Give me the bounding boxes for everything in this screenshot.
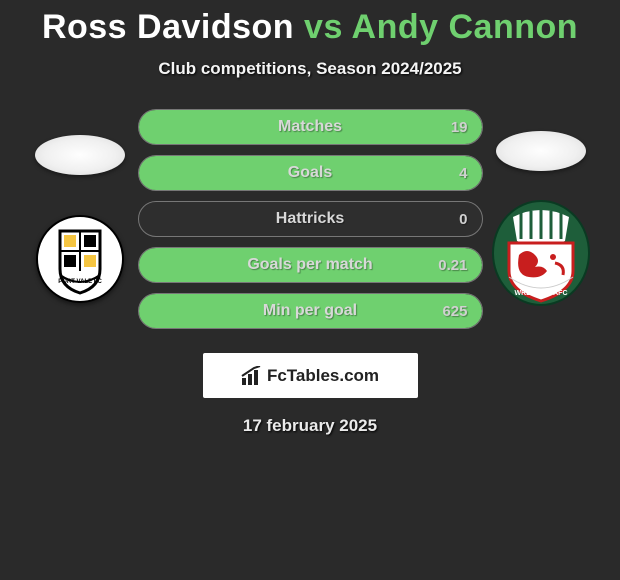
stat-value-right: 4 — [459, 165, 467, 182]
stat-value-right: 19 — [451, 119, 468, 136]
player2-avatar — [496, 131, 586, 171]
svg-text:WREXHAM AFC: WREXHAM AFC — [514, 290, 567, 297]
right-column: WREXHAM AFC — [491, 131, 591, 307]
left-column: PORT VALE FC — [30, 135, 130, 303]
stat-row: Goals 4 — [138, 155, 483, 191]
main-row: PORT VALE FC Matches 19 Goals 4 Hattricks 0 Go… — [0, 109, 620, 329]
player1-avatar — [35, 135, 125, 175]
vs-text: vs — [304, 8, 343, 46]
fctables-logo: FcTables.com — [203, 353, 418, 398]
stat-label: Matches — [278, 118, 342, 136]
logo-text: FcTables.com — [267, 366, 379, 386]
chart-icon — [241, 366, 263, 386]
stat-row: Matches 19 — [138, 109, 483, 145]
stats-column: Matches 19 Goals 4 Hattricks 0 Goals per match… — [138, 109, 483, 329]
stat-row: Hattricks 0 — [138, 201, 483, 237]
stat-row: Min per goal 625 — [138, 293, 483, 329]
stat-label: Goals per match — [247, 256, 372, 274]
stat-label: Goals — [288, 164, 332, 182]
stat-label: Min per goal — [263, 302, 357, 320]
svg-text:PORT VALE FC: PORT VALE FC — [58, 279, 102, 285]
stat-label: Hattricks — [276, 210, 344, 228]
stat-row: Goals per match 0.21 — [138, 247, 483, 283]
comparison-card: Ross Davidson vs Andy Cannon Club compet… — [0, 0, 620, 436]
stat-value-right: 625 — [442, 303, 467, 320]
player2-crest: WREXHAM AFC — [491, 199, 591, 307]
stat-value-right: 0.21 — [438, 257, 467, 274]
title: Ross Davidson vs Andy Cannon — [0, 8, 620, 47]
player1-name: Ross Davidson — [42, 8, 294, 46]
player1-crest: PORT VALE FC — [36, 215, 124, 303]
subtitle: Club competitions, Season 2024/2025 — [0, 59, 620, 79]
stat-value-right: 0 — [459, 211, 467, 228]
player2-name: Andy Cannon — [352, 8, 578, 46]
date: 17 february 2025 — [0, 416, 620, 436]
